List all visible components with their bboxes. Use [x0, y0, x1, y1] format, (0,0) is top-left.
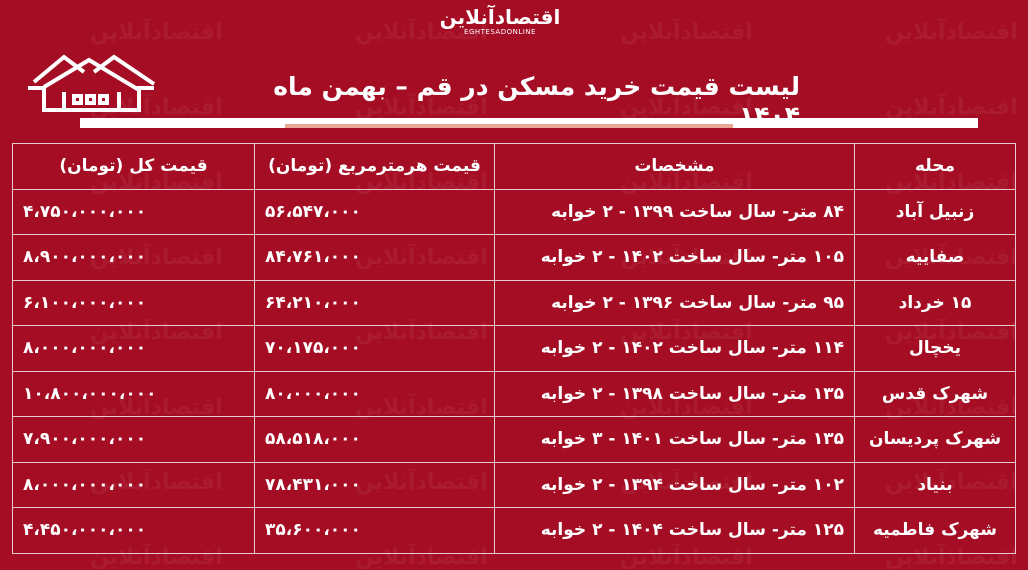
- specs-cell: ۹۵ متر- سال ساخت ۱۳۹۶ - ۲ خوابه: [494, 279, 855, 326]
- total-price-cell: ۸،۰۰۰،۰۰۰،۰۰۰: [12, 325, 255, 372]
- specs-cell: ۱۲۵ متر- سال ساخت ۱۴۰۴ - ۲ خوابه: [494, 507, 855, 554]
- brand-logo: اقتصادآنلاین EGHTESADONLINE: [430, 6, 570, 36]
- divider: [80, 118, 978, 128]
- watermark: اقتصادآنلاین: [885, 20, 1018, 45]
- specs-cell: ۱۰۵ متر- سال ساخت ۱۴۰۲ - ۲ خوابه: [494, 234, 855, 281]
- table-row: ۱۵ خرداد ۹۵ متر- سال ساخت ۱۳۹۶ - ۲ خوابه ۶…: [12, 279, 1016, 326]
- header-price-per-meter: قیمت هرمترمربع (تومان): [254, 143, 495, 190]
- total-price-cell: ۶،۱۰۰،۰۰۰،۰۰۰: [12, 279, 255, 326]
- total-price-cell: ۸،۰۰۰،۰۰۰،۰۰۰: [12, 461, 255, 508]
- header-neighborhood: محله: [854, 143, 1016, 190]
- header-specs: مشخصات: [494, 143, 855, 190]
- neighborhood-cell: یخچال: [854, 325, 1016, 372]
- table-row: صفاییه ۱۰۵ متر- سال ساخت ۱۴۰۲ - ۲ خوابه ۸۴…: [12, 234, 1016, 281]
- price-per-meter-cell: ۸۰،۰۰۰،۰۰۰: [254, 370, 495, 417]
- logo-fa: اقتصادآنلاین: [439, 5, 561, 29]
- price-per-meter-cell: ۷۸،۴۳۱،۰۰۰: [254, 461, 495, 508]
- watermark: اقتصادآنلاین: [620, 20, 753, 45]
- table-row: شهرک پردیسان ۱۳۵ متر- سال ساخت ۱۴۰۱ - ۳ خ…: [12, 416, 1016, 463]
- neighborhood-cell: شهرک پردیسان: [854, 416, 1016, 463]
- neighborhood-cell: شهرک فاطمیه: [854, 507, 1016, 554]
- watermark: اقتصادآنلاین: [355, 20, 488, 45]
- table-row: زنبیل آباد ۸۴ متر- سال ساخت ۱۳۹۹ - ۲ خواب…: [12, 188, 1016, 235]
- specs-cell: ۱۰۲ متر- سال ساخت ۱۳۹۴ - ۲ خوابه: [494, 461, 855, 508]
- neighborhood-cell: صفاییه: [854, 234, 1016, 281]
- table-row: بنیاد ۱۰۲ متر- سال ساخت ۱۳۹۴ - ۲ خوابه ۷۸،…: [12, 461, 1016, 508]
- table-row: شهرک قدس ۱۳۵ متر- سال ساخت ۱۳۹۸ - ۲ خوابه…: [12, 370, 1016, 417]
- logo-en: EGHTESADONLINE: [464, 28, 536, 36]
- neighborhood-cell: شهرک قدس: [854, 370, 1016, 417]
- price-per-meter-cell: ۳۵،۶۰۰،۰۰۰: [254, 507, 495, 554]
- neighborhood-cell: ۱۵ خرداد: [854, 279, 1016, 326]
- watermark: اقتصادآنلاین: [885, 95, 1018, 120]
- specs-cell: ۱۳۵ متر- سال ساخت ۱۳۹۸ - ۲ خوابه: [494, 370, 855, 417]
- total-price-cell: ۴،۷۵۰،۰۰۰،۰۰۰: [12, 188, 255, 235]
- header-total-price: قیمت کل (تومان): [12, 143, 255, 190]
- price-per-meter-cell: ۵۶،۵۴۷،۰۰۰: [254, 188, 495, 235]
- divider-accent: [285, 124, 733, 128]
- price-per-meter-cell: ۷۰،۱۷۵،۰۰۰: [254, 325, 495, 372]
- total-price-cell: ۸،۹۰۰،۰۰۰،۰۰۰: [12, 234, 255, 281]
- price-table: محله مشخصات قیمت هرمترمربع (تومان) قیمت …: [12, 143, 1016, 554]
- total-price-cell: ۱۰،۸۰۰،۰۰۰،۰۰۰: [12, 370, 255, 417]
- table-row: یخچال ۱۱۴ متر- سال ساخت ۱۴۰۲ - ۲ خوابه ۷۰،…: [12, 325, 1016, 372]
- neighborhood-cell: بنیاد: [854, 461, 1016, 508]
- specs-cell: ۱۳۵ متر- سال ساخت ۱۴۰۱ - ۳ خوابه: [494, 416, 855, 463]
- price-per-meter-cell: ۶۴،۲۱۰،۰۰۰: [254, 279, 495, 326]
- house-icon: [28, 54, 156, 112]
- neighborhood-cell: زنبیل آباد: [854, 188, 1016, 235]
- price-per-meter-cell: ۸۴،۷۶۱،۰۰۰: [254, 234, 495, 281]
- table-row: شهرک فاطمیه ۱۲۵ متر- سال ساخت ۱۴۰۴ - ۲ خو…: [12, 507, 1016, 554]
- watermark: اقتصادآنلاین: [90, 20, 223, 45]
- total-price-cell: ۷،۹۰۰،۰۰۰،۰۰۰: [12, 416, 255, 463]
- table-header: محله مشخصات قیمت هرمترمربع (تومان) قیمت …: [12, 143, 1016, 190]
- watermark: اقتصادآنلاین: [355, 95, 488, 120]
- watermark: اقتصادآنلاین: [620, 95, 753, 120]
- page-title: لیست قیمت خرید مسکن در قم – بهمن ماه ۱۴۰…: [273, 72, 800, 130]
- specs-cell: ۸۴ متر- سال ساخت ۱۳۹۹ - ۲ خوابه: [494, 188, 855, 235]
- watermark: اقتصادآنلاین: [90, 95, 223, 120]
- price-per-meter-cell: ۵۸،۵۱۸،۰۰۰: [254, 416, 495, 463]
- total-price-cell: ۴،۴۵۰،۰۰۰،۰۰۰: [12, 507, 255, 554]
- specs-cell: ۱۱۴ متر- سال ساخت ۱۴۰۲ - ۲ خوابه: [494, 325, 855, 372]
